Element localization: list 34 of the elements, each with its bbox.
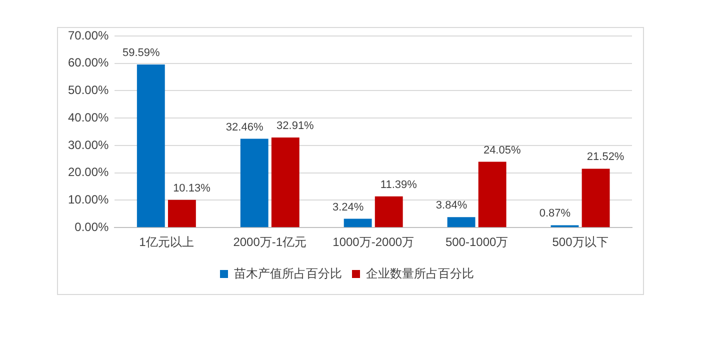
x-tick-label: 500万以下 — [552, 235, 608, 250]
data-label: 11.39% — [380, 178, 418, 191]
y-tick-label: 60.00% — [68, 56, 110, 70]
data-label: 0.87% — [539, 208, 571, 220]
y-tick-label: 40.00% — [68, 110, 110, 124]
y-tick-label: 10.00% — [68, 192, 110, 207]
data-label: 21.52% — [586, 151, 624, 164]
x-tick-label: 1000万-2000万 — [332, 235, 414, 250]
data-label: 32.91% — [276, 120, 314, 132]
bar — [582, 168, 610, 228]
y-tick-label: 50.00% — [68, 83, 110, 98]
legend-label: 企业数量所占百分比 — [366, 266, 474, 280]
data-label: 32.46% — [226, 121, 264, 134]
y-tick-label: 70.00% — [68, 28, 110, 42]
bar — [168, 200, 196, 228]
bar — [136, 64, 165, 228]
data-label: 10.13% — [173, 182, 211, 194]
x-tick-label: 1亿元以上 — [139, 235, 194, 250]
x-tick-label: 2000万-1亿元 — [233, 235, 307, 250]
data-label: 24.05% — [483, 144, 521, 156]
bar — [447, 217, 476, 228]
y-tick-label: 20.00% — [68, 165, 110, 180]
data-label: 59.59% — [122, 47, 160, 60]
bar — [271, 138, 300, 228]
bar — [478, 162, 506, 228]
y-tick-label: 30.00% — [68, 138, 110, 152]
bar — [344, 218, 372, 228]
data-label: 3.24% — [332, 201, 364, 214]
data-label: 3.84% — [436, 200, 468, 212]
bar — [374, 196, 403, 228]
x-tick-label: 500-1000万 — [445, 235, 508, 250]
bar — [240, 138, 268, 228]
y-tick-label: 0.00% — [74, 220, 110, 234]
legend-label: 苗木产值所占百分比 — [234, 266, 342, 280]
